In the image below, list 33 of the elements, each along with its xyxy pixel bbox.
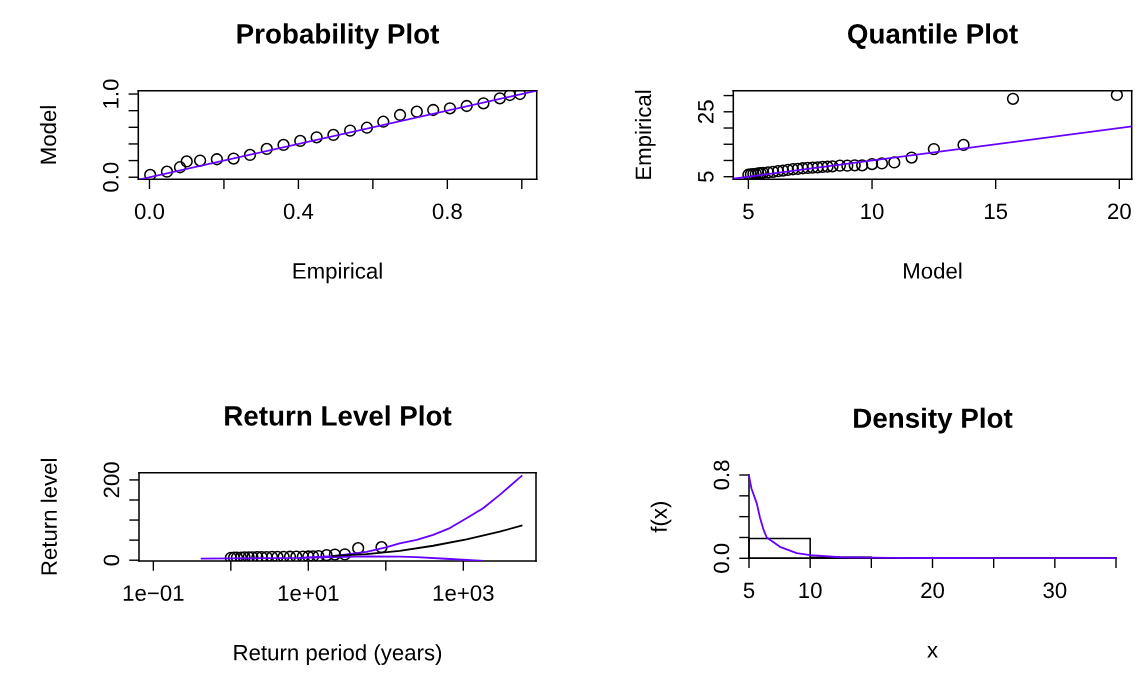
- y-axis-title: Empirical: [634, 90, 656, 179]
- y-tick-label: 0: [103, 554, 120, 566]
- x-tick-label: 5: [743, 582, 755, 599]
- x-tick-label: 20: [921, 582, 944, 599]
- x-tick-label: 5: [743, 203, 754, 220]
- x-tick-label: 1e−01: [123, 585, 184, 601]
- x-axis-title: Model: [904, 262, 962, 279]
- y-tick-label: 0.0: [713, 543, 730, 573]
- chart-title: Return Level Plot: [225, 405, 452, 426]
- y-tick-label: 25: [697, 100, 714, 124]
- x-axis-title: Empirical: [293, 262, 382, 284]
- x-tick-label: 0.8: [432, 203, 462, 220]
- x-tick-label: 10: [861, 203, 884, 220]
- x-tick-label: 20: [1108, 203, 1131, 220]
- y-axis-title: Model: [39, 106, 57, 164]
- x-tick-label: 0.0: [134, 203, 165, 220]
- y-tick-label: 1.0: [102, 79, 119, 108]
- x-tick-label: 1e+01: [278, 585, 339, 601]
- x-tick-label: 1e+03: [433, 585, 494, 601]
- x-axis-title: Return period (years): [234, 644, 442, 665]
- x-axis-title: x: [927, 645, 938, 658]
- y-tick-label: 0.8: [713, 460, 730, 490]
- y-tick-label: 0.0: [102, 162, 119, 192]
- chart-title: Probability Plot: [237, 23, 440, 50]
- x-tick-label: 15: [985, 203, 1008, 220]
- y-axis-title: f(x): [650, 501, 672, 533]
- chart-title: Quantile Plot: [847, 23, 1018, 49]
- x-tick-label: 0.4: [283, 203, 314, 220]
- y-tick-label: 200: [103, 462, 120, 498]
- chart-title: Density Plot: [854, 407, 1013, 434]
- x-tick-label: 30: [1043, 582, 1067, 599]
- x-tick-label: 10: [799, 582, 822, 599]
- y-axis-title: Return level: [40, 459, 57, 575]
